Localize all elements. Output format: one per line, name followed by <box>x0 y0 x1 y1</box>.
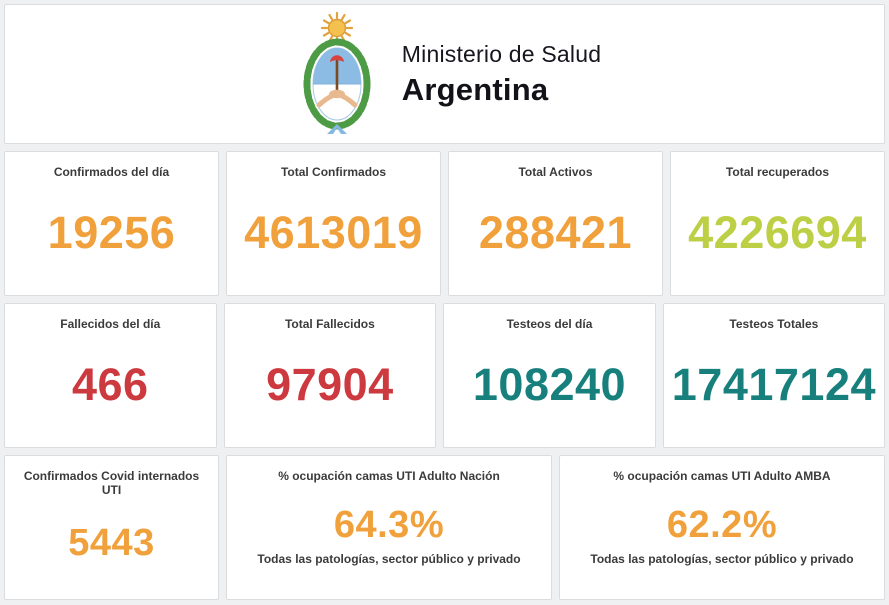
card-ocupacion-uti-amba: % ocupación camas UTI Adulto AMBA 62.2% … <box>559 455 885 600</box>
card-testeos-totales: Testeos Totales 17417124 <box>662 303 885 448</box>
header-card: Ministerio de Salud Argentina <box>4 4 885 144</box>
card-fallecidos-del-dia: Fallecidos del día 466 <box>4 303 217 448</box>
stats-row-3: Confirmados Covid internados UTI 5443 % … <box>4 455 885 600</box>
card-total-fallecidos: Total Fallecidos 97904 <box>223 303 437 448</box>
card-confirmados-del-dia: Confirmados del día 19256 <box>4 151 219 296</box>
stat-label: Confirmados Covid internados UTI <box>23 469 200 498</box>
stat-label: Total Activos <box>518 165 593 179</box>
stat-value: 62.2% <box>666 504 778 547</box>
card-total-recuperados: Total recuperados 4226694 <box>670 151 885 296</box>
stat-label: Total recuperados <box>725 165 830 179</box>
stat-value: 108240 <box>472 358 627 410</box>
stats-row-1: Confirmados del día 19256 Total Confirma… <box>4 151 885 296</box>
stat-label: % ocupación camas UTI Adulto AMBA <box>613 469 831 483</box>
stat-label: Fallecidos del día <box>60 317 161 331</box>
stat-subtitle: Todas las patologías, sector público y p… <box>590 552 854 567</box>
card-confirmados-covid-uti: Confirmados Covid internados UTI 5443 <box>4 455 219 600</box>
stat-label: Confirmados del día <box>53 165 170 179</box>
ministry-title: Ministerio de Salud <box>401 40 602 67</box>
country-title: Argentina <box>401 71 549 107</box>
card-ocupacion-uti-nacion: % ocupación camas UTI Adulto Nación 64.3… <box>226 455 552 600</box>
stat-value: 288421 <box>478 206 633 258</box>
stat-value: 64.3% <box>333 504 445 547</box>
stat-label: Testeos del día <box>506 317 593 331</box>
stat-value: 4613019 <box>244 206 423 258</box>
stat-label: Total Fallecidos <box>284 317 375 331</box>
stat-value: 17417124 <box>671 358 876 410</box>
stat-value: 19256 <box>47 206 176 258</box>
stats-row-2: Fallecidos del día 466 Total Fallecidos … <box>4 303 885 448</box>
stat-value: 5443 <box>68 522 155 565</box>
stat-label: % ocupación camas UTI Adulto Nación <box>278 469 500 483</box>
argentina-coat-of-arms-logo <box>288 11 386 136</box>
stat-value: 97904 <box>266 358 394 410</box>
card-testeos-del-dia: Testeos del día 108240 <box>443 303 656 448</box>
stat-subtitle: Todas las patologías, sector público y p… <box>257 552 521 567</box>
card-total-confirmados: Total Confirmados 4613019 <box>226 151 441 296</box>
stat-value: 466 <box>72 358 149 410</box>
header-text: Ministerio de Salud Argentina <box>402 41 601 108</box>
card-total-activos: Total Activos 288421 <box>448 151 663 296</box>
stat-label: Total Confirmados <box>280 165 387 179</box>
stat-label: Testeos Totales <box>729 317 819 331</box>
stat-value: 4226694 <box>688 206 867 258</box>
